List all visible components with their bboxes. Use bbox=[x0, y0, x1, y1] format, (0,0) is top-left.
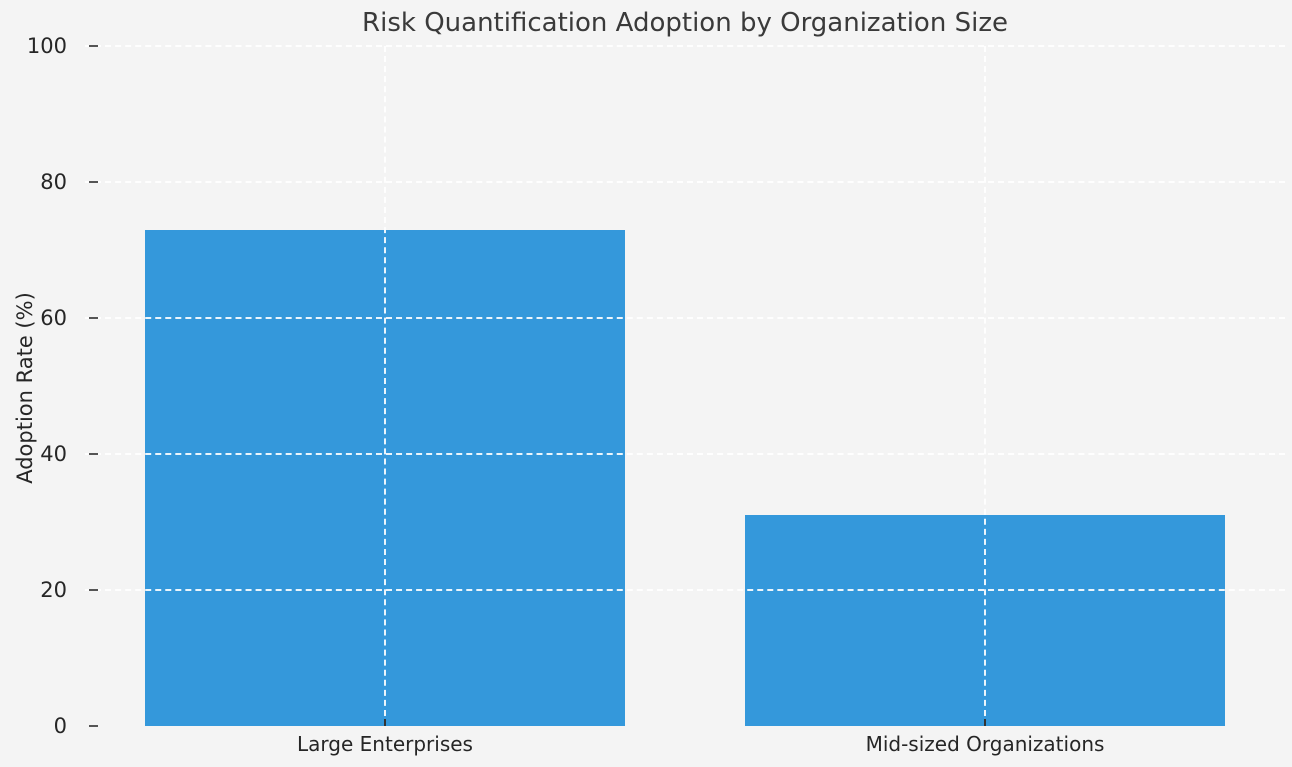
y-tick-mark bbox=[89, 453, 98, 455]
chart-title: Risk Quantification Adoption by Organiza… bbox=[362, 8, 1008, 38]
y-tick-label: 60 bbox=[40, 306, 67, 330]
y-tick-mark bbox=[89, 181, 98, 183]
y-tick-label: 40 bbox=[40, 442, 67, 466]
y-tick-label: 20 bbox=[40, 578, 67, 602]
y-gridline bbox=[85, 45, 1285, 47]
x-gridline bbox=[984, 46, 986, 726]
y-gridline bbox=[85, 589, 1285, 591]
y-tick-label: 100 bbox=[26, 34, 67, 58]
y-tick-label: 80 bbox=[40, 170, 67, 194]
x-tick-mark bbox=[384, 719, 386, 726]
y-tick-label: 0 bbox=[53, 714, 67, 738]
x-tick-label-mid-sized-organizations: Mid-sized Organizations bbox=[865, 732, 1105, 756]
y-tick-mark bbox=[89, 45, 98, 47]
y-axis-label: Adoption Rate (%) bbox=[13, 292, 37, 484]
y-gridline bbox=[85, 317, 1285, 319]
x-gridline bbox=[384, 46, 386, 726]
x-tick-label-large-enterprises: Large Enterprises bbox=[297, 732, 473, 756]
plot-area: 0 20 40 60 80 100 Large Enterprises Mid-sized O… bbox=[27, 34, 1285, 756]
y-gridline bbox=[85, 181, 1285, 183]
y-tick-mark bbox=[89, 589, 98, 591]
y-tick-mark bbox=[89, 725, 98, 727]
y-gridline bbox=[85, 453, 1285, 455]
x-tick-mark bbox=[984, 719, 986, 726]
y-tick-mark bbox=[89, 317, 98, 319]
